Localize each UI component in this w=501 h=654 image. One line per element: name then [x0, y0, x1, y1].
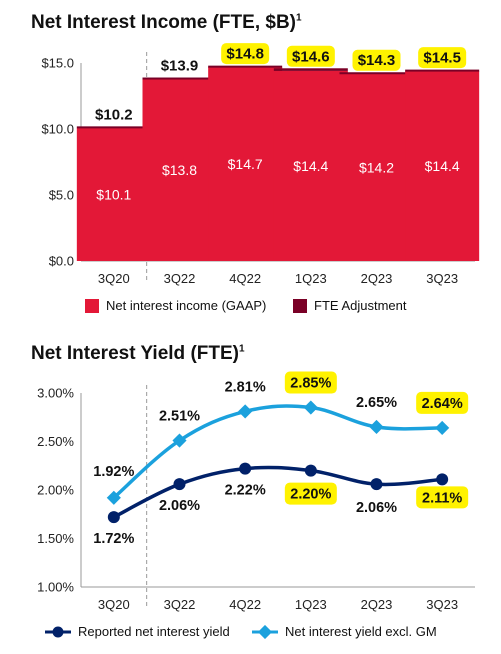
- label-excl-gm: 2.81%: [225, 379, 266, 395]
- point-excl-gm: [435, 420, 450, 435]
- label-excl-gm: 2.51%: [159, 409, 200, 425]
- legend-item-fte: FTE Adjustment: [293, 298, 406, 313]
- legend-label-fte: FTE Adjustment: [314, 298, 407, 313]
- highlight-mark: [352, 49, 401, 71]
- label-excl-gm: 2.65%: [356, 395, 397, 411]
- legend-marker-reported: [45, 626, 71, 637]
- label-reported: 2.22%: [225, 483, 266, 499]
- bar-gaap-label: $14.4: [425, 158, 460, 174]
- x-tick-label: 3Q23: [426, 271, 458, 286]
- point-reported: [239, 462, 252, 475]
- highlight-mark: [284, 371, 337, 394]
- highlight-mark: [418, 47, 467, 69]
- bar-total-label: $14.6: [292, 48, 330, 65]
- bar-gaap-label: $14.4: [293, 158, 328, 174]
- bar-gaap: [405, 70, 480, 261]
- label-excl-gm: 1.92%: [93, 464, 134, 480]
- chart-title-nii: Net Interest Income (FTE, $B)1: [31, 12, 302, 33]
- highlight-mark: [416, 486, 469, 509]
- label-excl-gm: 2.64%: [422, 396, 463, 412]
- legend-label-gaap: Net interest income (GAAP): [106, 298, 267, 313]
- legend-swatch-fte: [293, 298, 307, 313]
- x-tick-label: 1Q23: [295, 597, 327, 612]
- point-excl-gm: [238, 404, 253, 419]
- bar-gaap-label: $14.2: [359, 159, 394, 175]
- point-excl-gm: [172, 433, 187, 448]
- label-reported: 2.20%: [290, 487, 331, 503]
- bar-fte-adjustment: [273, 68, 348, 71]
- bar-gaap: [339, 73, 414, 261]
- x-tick-label: 4Q22: [229, 271, 261, 286]
- highlight-mark: [284, 482, 337, 505]
- legend-swatch-gaap: [85, 298, 99, 313]
- x-tick-label: 3Q20: [98, 271, 130, 286]
- legend-item-gaap: Net interest income (GAAP): [85, 298, 266, 313]
- x-tick-label: 3Q22: [164, 271, 196, 286]
- chart-title-yield: Net Interest Yield (FTE)1: [31, 343, 245, 364]
- y-tick-label: 2.50%: [37, 434, 74, 449]
- x-tick-label: 3Q22: [164, 597, 196, 612]
- x-tick-label: 3Q20: [98, 597, 130, 612]
- bar-fte-adjustment: [208, 65, 283, 68]
- bar-total-label: $14.5: [423, 50, 461, 67]
- y-tick-label: $15.0: [41, 56, 74, 71]
- point-excl-gm: [106, 490, 121, 505]
- legend-marker-excl-gm: [252, 624, 278, 639]
- label-reported: 2.06%: [159, 498, 200, 514]
- bar-fte-adjustment: [405, 69, 480, 72]
- point-reported: [436, 473, 449, 486]
- legend-label-excl-gm: Net interest yield excl. GM: [285, 624, 437, 639]
- point-excl-gm: [369, 419, 384, 435]
- bar-fte-adjustment: [76, 126, 151, 129]
- y-tick-label: 1.00%: [37, 580, 74, 595]
- legend-item-reported: Reported net interest yield: [45, 624, 230, 639]
- y-tick-label: $10.0: [41, 122, 74, 137]
- bar-gaap-label: $10.1: [96, 186, 131, 202]
- x-tick-label: 4Q22: [229, 597, 261, 612]
- legend-item-excl-gm: Net interest yield excl. GM: [252, 624, 437, 639]
- bar-gaap: [273, 70, 348, 261]
- y-tick-label: 1.50%: [37, 531, 74, 546]
- bar-gaap: [76, 127, 151, 262]
- point-reported: [173, 478, 186, 491]
- highlight-mark: [416, 391, 469, 414]
- bar-total-label: $14.3: [358, 52, 396, 69]
- bar-gaap-label: $13.8: [162, 162, 197, 178]
- bar-gaap-label: $14.7: [228, 156, 263, 172]
- x-tick-label: 2Q23: [361, 597, 393, 612]
- point-reported: [107, 511, 120, 524]
- legend-label-reported: Reported net interest yield: [78, 624, 230, 639]
- highlight-mark: [286, 45, 335, 67]
- bar-total-label: $13.9: [161, 58, 199, 75]
- label-reported: 2.06%: [356, 500, 397, 516]
- label-reported: 2.11%: [422, 490, 462, 506]
- point-reported: [304, 464, 317, 477]
- bar-fte-adjustment: [142, 77, 217, 80]
- y-tick-label: $0.0: [49, 254, 74, 269]
- x-tick-label: 2Q23: [361, 271, 393, 286]
- bar-fte-adjustment: [339, 72, 414, 75]
- bar-total-label: $14.8: [226, 46, 264, 63]
- highlight-mark: [221, 43, 270, 65]
- bar-gaap: [142, 78, 217, 261]
- y-tick-label: 3.00%: [37, 386, 74, 401]
- x-tick-label: 1Q23: [295, 271, 327, 286]
- x-tick-label: 3Q23: [426, 597, 458, 612]
- y-tick-label: 2.00%: [37, 483, 74, 498]
- label-reported: 1.72%: [93, 531, 134, 547]
- bar-total-label: $10.2: [95, 106, 133, 123]
- line-reported: [113, 465, 443, 519]
- nii-bar-chart: $0.0 $5.0 $10.0 $15.0 $10.1 $10.2 3Q20 $13.8 $13…: [41, 43, 480, 286]
- point-reported: [370, 478, 383, 491]
- bar-gaap: [208, 66, 283, 262]
- label-excl-gm: 2.85%: [290, 376, 331, 392]
- point-excl-gm: [303, 400, 318, 415]
- y-tick-label: $5.0: [49, 188, 74, 203]
